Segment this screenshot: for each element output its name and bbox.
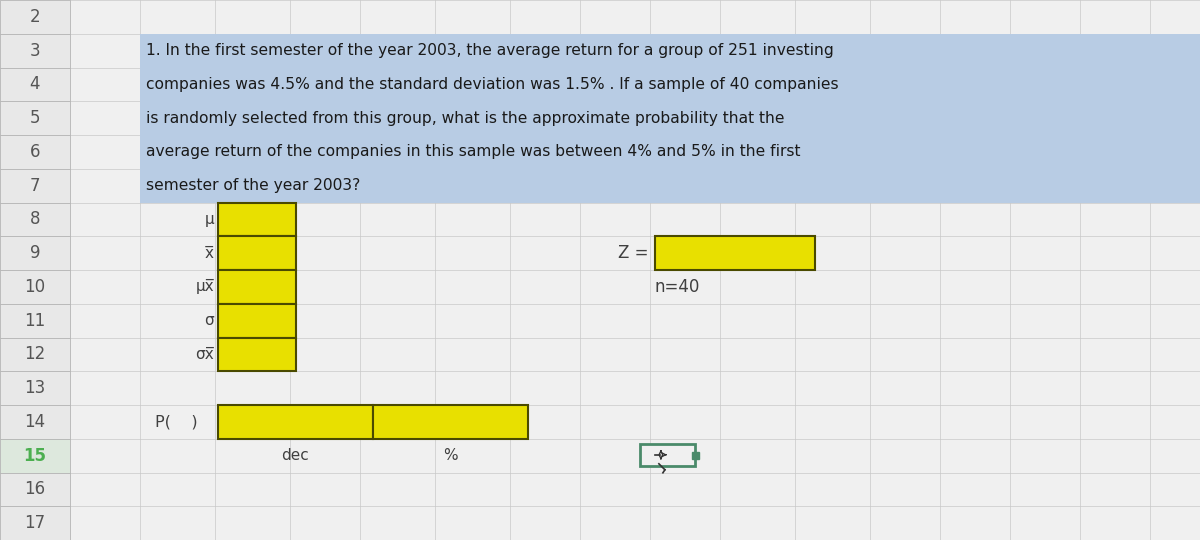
- Text: 4: 4: [30, 76, 41, 93]
- Text: 3: 3: [30, 42, 41, 59]
- Text: companies was 4.5% and the standard deviation was 1.5% . If a sample of 40 compa: companies was 4.5% and the standard devi…: [146, 77, 839, 92]
- Bar: [1150, 33, 1200, 202]
- Text: 6: 6: [30, 143, 41, 161]
- Bar: [0, 438, 70, 472]
- Bar: [218, 405, 373, 438]
- Text: semester of the year 2003?: semester of the year 2003?: [146, 178, 360, 193]
- Text: average return of the companies in this sample was between 4% and 5% in the firs: average return of the companies in this …: [146, 144, 800, 159]
- Bar: [0, 102, 70, 135]
- Text: 10: 10: [24, 278, 46, 296]
- Text: σx̅: σx̅: [196, 347, 214, 362]
- Bar: [0, 303, 70, 338]
- Bar: [0, 270, 70, 303]
- Text: σ: σ: [204, 313, 214, 328]
- Bar: [0, 168, 70, 202]
- Text: 5: 5: [30, 109, 41, 127]
- Text: 2: 2: [30, 8, 41, 26]
- Bar: [373, 405, 528, 438]
- Text: Z =: Z =: [618, 244, 648, 262]
- Text: 9: 9: [30, 244, 41, 262]
- Text: 17: 17: [24, 514, 46, 532]
- Bar: [692, 452, 698, 459]
- Bar: [218, 202, 296, 237]
- Text: 11: 11: [24, 312, 46, 329]
- Text: x̅: x̅: [205, 246, 214, 261]
- Text: μ: μ: [204, 212, 214, 227]
- Text: 12: 12: [24, 346, 46, 363]
- Bar: [0, 237, 70, 270]
- Bar: [140, 33, 1200, 202]
- Bar: [218, 338, 296, 372]
- Text: dec: dec: [282, 448, 310, 463]
- Bar: [0, 405, 70, 438]
- Bar: [218, 303, 296, 338]
- Text: 8: 8: [30, 211, 41, 228]
- Text: 1. In the first semester of the year 2003, the average return for a group of 251: 1. In the first semester of the year 200…: [146, 43, 834, 58]
- Text: 7: 7: [30, 177, 41, 194]
- Bar: [0, 472, 70, 507]
- Text: 16: 16: [24, 481, 46, 498]
- Text: is randomly selected from this group, what is the approximate probability that t: is randomly selected from this group, wh…: [146, 111, 785, 126]
- Bar: [218, 270, 296, 303]
- Text: 15: 15: [24, 447, 47, 464]
- Bar: [0, 68, 70, 102]
- Bar: [218, 237, 296, 270]
- Bar: [640, 444, 695, 465]
- Text: n=40: n=40: [655, 278, 701, 296]
- Bar: [0, 135, 70, 168]
- Text: %: %: [443, 448, 458, 463]
- Text: P(    ): P( ): [155, 414, 198, 429]
- Bar: [0, 507, 70, 540]
- Bar: [0, 202, 70, 237]
- Bar: [0, 33, 70, 68]
- Text: 13: 13: [24, 379, 46, 397]
- Text: μx̅: μx̅: [196, 279, 214, 294]
- Text: 14: 14: [24, 413, 46, 431]
- Bar: [0, 372, 70, 405]
- Bar: [0, 0, 70, 33]
- Bar: [655, 237, 815, 270]
- Bar: [0, 338, 70, 372]
